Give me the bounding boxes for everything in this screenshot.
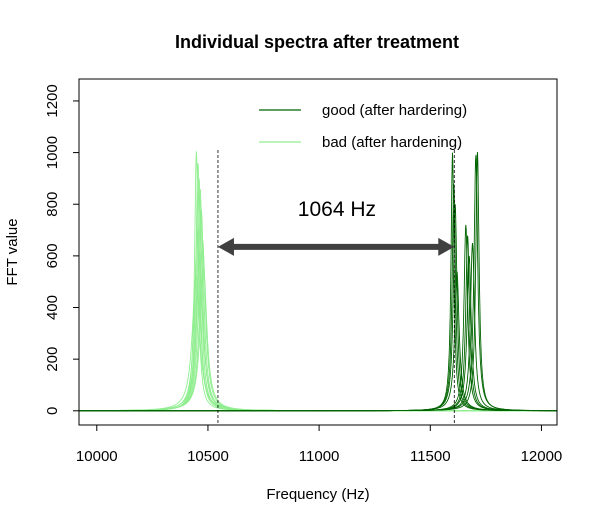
legend: good (after hardering) bad (after hardeni…	[259, 102, 467, 151]
y-tick-label: 200	[44, 347, 61, 372]
spectrum-line	[79, 275, 557, 412]
y-tick-label: 0	[44, 407, 61, 415]
spectrum-line	[79, 239, 557, 412]
y-tick-label: 400	[44, 295, 61, 320]
legend-label: good (after hardering)	[322, 102, 467, 119]
y-axis: 0 200 400 600 800 1000 1200	[44, 84, 79, 415]
arrow-head-right	[438, 237, 455, 256]
spectrum-line	[79, 228, 557, 412]
spectrum-line	[79, 155, 557, 412]
spectrum-line	[79, 224, 557, 412]
x-tick-label: 10000	[76, 448, 118, 465]
chart-title: Individual spectra after treatment	[175, 32, 459, 52]
spectrum-line	[79, 265, 557, 412]
annotations: 1064 Hz	[217, 150, 455, 425]
x-tick-label: 10500	[187, 448, 229, 465]
series-good	[79, 152, 557, 412]
y-tick-label: 600	[44, 243, 61, 268]
spectrum-line	[79, 255, 557, 412]
spectrum-line	[79, 204, 557, 412]
x-tick-label: 12000	[521, 448, 563, 465]
series-bad	[79, 151, 557, 412]
x-axis-title: Frequency (Hz)	[266, 486, 369, 503]
spectrum-line	[79, 242, 557, 412]
x-axis: 10000 10500 11000 11500 12000	[76, 425, 562, 465]
plot-frame	[78, 78, 558, 426]
spectrum-line	[79, 270, 557, 412]
frequency-gap-label: 1064 Hz	[298, 198, 376, 221]
spectrum-line	[79, 188, 557, 412]
spectrum-line	[79, 209, 557, 412]
spectrum-line	[79, 152, 557, 412]
plot-area	[79, 151, 557, 412]
y-tick-label: 1000	[44, 136, 61, 169]
x-tick-label: 11000	[299, 448, 340, 465]
legend-label: bad (after hardening)	[322, 134, 462, 151]
spectrum-line	[79, 152, 557, 412]
spectrum-line	[79, 252, 557, 412]
y-tick-label: 1200	[44, 84, 61, 117]
arrow-head-left	[217, 237, 234, 256]
y-axis-title: FFT value	[4, 218, 21, 285]
x-tick-label: 11500	[410, 448, 451, 465]
y-tick-label: 800	[44, 192, 61, 217]
spectrum-line	[79, 151, 557, 412]
spectrum-line	[79, 235, 557, 412]
